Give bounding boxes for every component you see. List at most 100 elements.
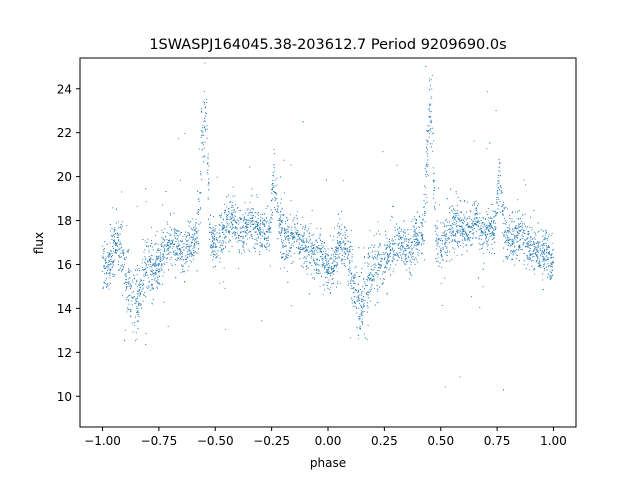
data-point <box>250 234 252 236</box>
data-point <box>221 231 223 234</box>
data-point <box>537 257 539 259</box>
data-point <box>263 244 265 246</box>
data-point <box>388 241 390 243</box>
data-point <box>331 283 333 285</box>
data-point <box>444 251 446 253</box>
data-point <box>338 234 340 236</box>
data-point <box>226 196 228 198</box>
data-point <box>520 238 522 240</box>
data-point <box>226 215 228 217</box>
data-point <box>137 290 139 292</box>
data-point <box>285 254 287 256</box>
data-point <box>112 261 114 264</box>
data-point <box>154 272 156 274</box>
data-point <box>446 198 448 200</box>
data-point <box>216 255 218 257</box>
data-point <box>143 268 145 270</box>
data-point <box>117 248 120 250</box>
data-point <box>529 247 531 249</box>
data-point <box>309 238 311 240</box>
data-point <box>489 142 491 144</box>
data-point <box>424 168 426 170</box>
data-point <box>345 237 347 239</box>
data-point <box>547 245 550 247</box>
data-point <box>451 210 453 212</box>
data-point <box>328 268 330 270</box>
data-point <box>249 217 251 219</box>
data-point <box>484 238 487 240</box>
data-point <box>337 213 339 215</box>
data-point <box>119 233 121 235</box>
data-point <box>140 278 142 280</box>
data-point <box>476 217 478 219</box>
data-point <box>113 250 115 252</box>
data-point <box>424 210 426 213</box>
data-point <box>198 148 200 150</box>
data-point <box>444 230 446 232</box>
data-point <box>285 223 287 225</box>
data-point <box>275 191 277 193</box>
data-point <box>136 265 138 267</box>
data-point <box>129 277 131 279</box>
data-point <box>256 240 258 242</box>
data-point <box>167 244 169 246</box>
data-point <box>211 251 213 253</box>
data-point <box>111 263 113 265</box>
data-point <box>239 236 241 238</box>
data-point <box>475 217 477 220</box>
data-point <box>498 180 500 182</box>
data-point <box>337 247 339 249</box>
data-point <box>323 284 325 286</box>
data-point <box>537 251 539 253</box>
data-point <box>324 248 326 250</box>
data-point <box>158 257 160 259</box>
data-point <box>507 231 509 233</box>
data-point <box>513 235 515 237</box>
data-point <box>337 222 339 224</box>
data-point <box>425 194 427 196</box>
data-point <box>336 266 338 268</box>
data-point <box>449 260 451 262</box>
data-point <box>303 257 305 259</box>
data-point <box>120 252 122 254</box>
data-point <box>260 230 262 232</box>
data-point <box>116 242 118 244</box>
data-point <box>434 187 436 189</box>
data-point <box>220 213 222 215</box>
data-point <box>173 243 176 245</box>
data-point <box>169 241 171 243</box>
data-point <box>288 250 291 253</box>
data-point <box>454 209 456 212</box>
data-point <box>350 280 352 282</box>
data-point <box>452 223 454 225</box>
data-point <box>389 253 391 255</box>
data-point <box>169 243 171 245</box>
data-point <box>314 254 316 256</box>
data-point <box>404 250 406 252</box>
data-point <box>425 163 427 165</box>
data-point <box>212 245 214 247</box>
data-point <box>215 225 217 227</box>
data-point <box>452 219 454 221</box>
data-point <box>183 243 185 245</box>
data-point <box>416 241 418 243</box>
data-point <box>280 211 282 213</box>
data-point <box>183 271 185 273</box>
data-point <box>389 244 391 246</box>
data-point <box>349 270 351 272</box>
data-point <box>189 250 191 252</box>
data-point <box>110 251 112 253</box>
data-point <box>208 165 210 167</box>
data-point <box>367 247 369 249</box>
data-point <box>464 221 466 223</box>
data-point <box>259 227 261 229</box>
data-point <box>214 238 216 240</box>
data-point <box>431 97 433 99</box>
data-point <box>474 204 476 206</box>
data-point <box>543 258 545 260</box>
data-point <box>197 190 199 192</box>
data-point <box>302 241 304 243</box>
data-point <box>478 243 480 245</box>
data-point <box>483 223 486 225</box>
data-point <box>349 263 351 265</box>
